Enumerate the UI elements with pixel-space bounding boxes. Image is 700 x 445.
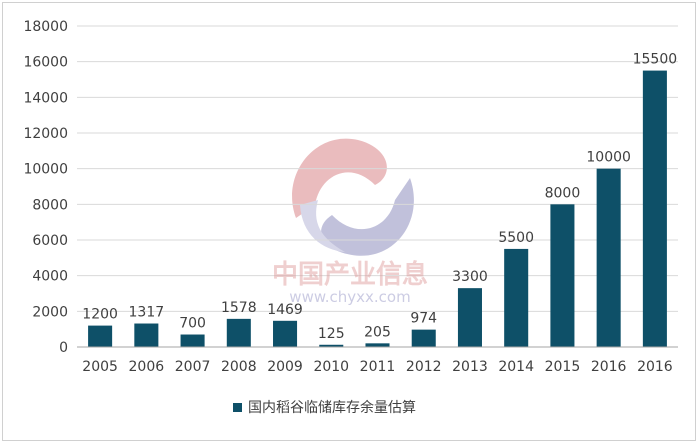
legend: 国内稻谷临储库存余量估算: [233, 399, 416, 416]
bar-value-label: 1200: [82, 307, 118, 323]
bar-value-label: 10000: [586, 150, 631, 166]
bar: [457, 288, 482, 347]
x-tick-label: 2011: [360, 359, 396, 375]
bars: [88, 70, 667, 347]
bar: [550, 204, 575, 347]
x-tick-label: 2010: [313, 359, 349, 375]
bar-value-label: 15500: [633, 52, 678, 68]
bar: [642, 70, 667, 347]
legend-swatch: [233, 403, 242, 412]
bar: [134, 323, 159, 347]
bar-value-label: 700: [179, 316, 206, 332]
x-tick-label: 2005: [82, 359, 118, 375]
bar: [180, 334, 205, 347]
watermark-brand: 中国产业信息: [272, 259, 428, 290]
bar: [411, 329, 436, 347]
x-tick-label: 2016: [591, 359, 627, 375]
bar: [226, 318, 251, 347]
y-tick-label: 6000: [32, 233, 68, 249]
x-tick-label: 2013: [452, 359, 488, 375]
gridlines: [77, 25, 678, 312]
x-tick-label: 2008: [221, 359, 257, 375]
bar: [319, 344, 344, 347]
bar-value-label: 1469: [267, 302, 303, 318]
y-tick-label: 10000: [23, 162, 68, 178]
y-tick-label: 12000: [23, 126, 68, 142]
bar-value-label: 1317: [129, 305, 165, 321]
bar-value-label: 125: [318, 326, 345, 342]
y-tick-label: 2000: [32, 304, 68, 320]
bar-value-label: 5500: [498, 230, 534, 246]
watermark-text: 中国产业信息 www.chyxx.com: [272, 259, 428, 306]
y-tick-label: 4000: [32, 269, 68, 285]
data-labels: 1200 1317 700 1578 1469 125 205 974 3300 5500 8000…: [82, 52, 677, 342]
x-tick-label: 2007: [175, 359, 211, 375]
legend-label: 国内稻谷临储库存余量估算: [248, 399, 416, 416]
bar: [504, 248, 529, 347]
chart-frame: [2, 2, 696, 441]
x-tick-label: 2009: [267, 359, 303, 375]
bar-value-label: 1578: [221, 300, 257, 316]
watermark-logo: [292, 138, 414, 256]
bar: [596, 168, 621, 347]
x-axis-ticks: 2005 2006 2007 2008 2009 2010 2011 2012 2013 2014…: [82, 359, 672, 375]
bar: [273, 320, 298, 347]
y-axis-ticks: 0 2000 4000 6000 8000 10000 12000 14000 16000 180…: [23, 19, 68, 356]
bar: [88, 325, 113, 347]
y-tick-label: 8000: [32, 197, 68, 213]
x-tick-label: 2012: [406, 359, 442, 375]
bar-value-label: 974: [410, 311, 437, 327]
bar-value-label: 205: [364, 324, 391, 340]
y-tick-label: 0: [59, 340, 68, 356]
bar-value-label: 8000: [545, 185, 581, 201]
x-tick-label: 2014: [498, 359, 534, 375]
y-tick-label: 18000: [23, 19, 68, 35]
watermark-url: www.chyxx.com: [289, 288, 410, 306]
y-tick-label: 14000: [23, 90, 68, 106]
x-tick-label: 2006: [129, 359, 165, 375]
bar: [365, 343, 390, 347]
x-tick-label: 2016: [637, 359, 673, 375]
x-tick-label: 2015: [545, 359, 581, 375]
y-tick-label: 16000: [23, 55, 68, 71]
bar-value-label: 3300: [452, 269, 488, 285]
